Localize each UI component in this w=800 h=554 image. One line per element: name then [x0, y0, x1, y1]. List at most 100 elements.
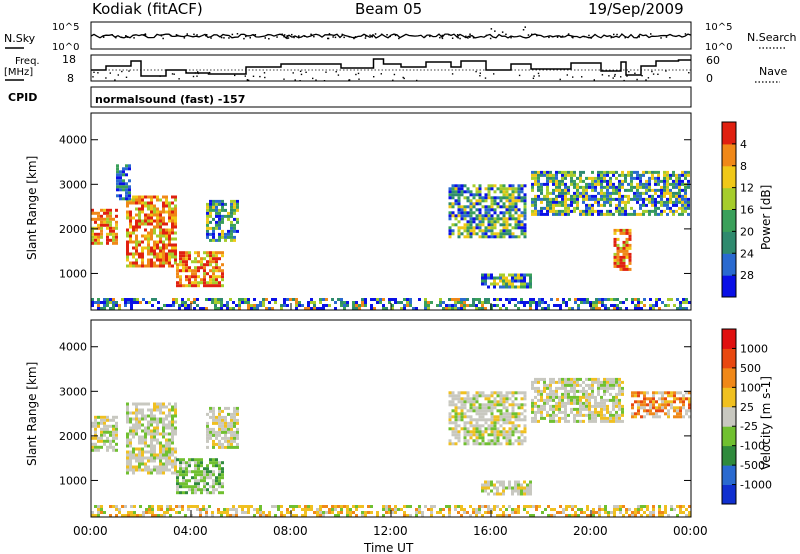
nsearch-point: [551, 36, 554, 38]
colorbar-swatch: [722, 209, 736, 232]
heatmap-cell: [508, 285, 511, 289]
heatmap-cell: [346, 505, 349, 508]
heatmap-cell: [466, 400, 470, 404]
heatmap-cell: [256, 511, 259, 514]
beam-title: Beam 05: [355, 0, 422, 18]
heatmap-cell: [502, 433, 506, 437]
heatmap-cell: [618, 401, 621, 405]
heatmap-cell: [135, 453, 138, 457]
heatmap-cell: [97, 508, 100, 511]
heatmap-cell: [514, 483, 517, 487]
heatmap-cell: [103, 424, 106, 428]
heatmap-cell: [115, 505, 118, 508]
heatmap-cell: [591, 206, 594, 210]
heatmap-cell: [115, 436, 118, 440]
heatmap-cell: [352, 301, 355, 304]
heatmap-cell: [147, 465, 150, 469]
heatmap-cell: [472, 403, 476, 407]
nsky-tick-top: 10^5: [52, 22, 79, 33]
heatmap-cell: [292, 508, 295, 511]
heatmap-cell: [537, 209, 540, 213]
heatmap-cell: [241, 508, 244, 511]
heatmap-cell: [197, 467, 200, 471]
heatmap-cell: [490, 199, 494, 203]
heatmap-cell: [493, 285, 496, 289]
heatmap-cell: [546, 173, 549, 177]
heatmap-cell: [505, 232, 509, 236]
heatmap-cell: [517, 403, 521, 407]
heatmap-cell: [537, 398, 540, 402]
heatmap-cell: [174, 225, 177, 229]
heatmap-cell: [227, 421, 230, 425]
heatmap-cell: [682, 397, 685, 401]
heatmap-cell: [652, 403, 655, 407]
heatmap-cell: [496, 442, 500, 446]
heatmap-cell: [141, 411, 144, 415]
heatmap-cell: [499, 391, 503, 395]
heatmap-cell: [203, 467, 206, 471]
heatmap-cell: [182, 491, 185, 495]
heatmap-cell: [562, 508, 565, 511]
heatmap-cell: [621, 407, 624, 411]
heatmap-cell: [97, 232, 100, 236]
heatmap-cell: [579, 176, 582, 180]
heatmap-cell: [194, 479, 197, 483]
heatmap-cell: [230, 205, 233, 209]
heatmap-cell: [230, 436, 233, 440]
heatmap-cell: [508, 187, 512, 191]
heatmap-cell: [116, 170, 119, 174]
heatmap-cell: [424, 505, 427, 508]
heatmap-cell: [676, 391, 679, 395]
heatmap-cell: [182, 260, 185, 264]
heatmap-cell: [129, 429, 132, 433]
heatmap-cell: [652, 412, 655, 416]
heatmap-cell: [628, 267, 632, 271]
heatmap-cell: [678, 185, 681, 189]
nsky-tick-bottom: 10^0: [52, 42, 79, 53]
heatmap-cell: [174, 246, 177, 250]
heatmap-cell: [546, 212, 549, 216]
heatmap-cell: [472, 442, 476, 446]
heatmap-cell: [606, 380, 609, 384]
heatmap-cell: [94, 301, 97, 304]
heatmap-cell: [493, 208, 497, 212]
heatmap-cell: [475, 430, 479, 434]
heatmap-cell: [658, 307, 661, 310]
heatmap-cell: [606, 188, 609, 192]
heatmap-cell: [600, 413, 603, 417]
heatmap-cell: [496, 220, 500, 224]
heatmap-cell: [603, 407, 606, 411]
heatmap-cell: [573, 392, 576, 396]
heatmap-cell: [135, 432, 138, 436]
heatmap-cell: [481, 403, 485, 407]
heatmap-cell: [209, 214, 212, 218]
heatmap-cell: [115, 220, 118, 224]
heatmap-cell: [184, 307, 187, 310]
heatmap-cell: [520, 391, 524, 395]
heatmap-cell: [688, 403, 691, 407]
heatmap-cell: [490, 409, 494, 413]
heatmap-cell: [490, 424, 494, 428]
heatmap-cell: [493, 391, 497, 395]
heatmap-cell: [156, 429, 159, 433]
heatmap-cell: [582, 188, 585, 192]
heatmap-cell: [220, 298, 223, 301]
heatmap-cell: [138, 456, 141, 460]
heatmap-cell: [176, 281, 179, 285]
heatmap-cell: [472, 205, 476, 209]
heatmap-cell: [523, 505, 526, 508]
heatmap-cell: [212, 418, 215, 422]
heatmap-cell: [126, 462, 129, 466]
heatmap-cell: [233, 418, 236, 422]
heatmap-cell: [682, 400, 685, 404]
heatmap-cell: [576, 410, 579, 414]
nsearch-point: [572, 36, 574, 39]
heatmap-cell: [597, 401, 600, 405]
heatmap-cell: [594, 377, 597, 381]
heatmap-cell: [531, 197, 534, 201]
heatmap-cell: [205, 508, 208, 511]
nsearch-point: [162, 37, 164, 40]
heatmap-cell: [549, 404, 552, 408]
heatmap-cell: [564, 212, 567, 216]
heatmap-cell: [511, 196, 515, 200]
